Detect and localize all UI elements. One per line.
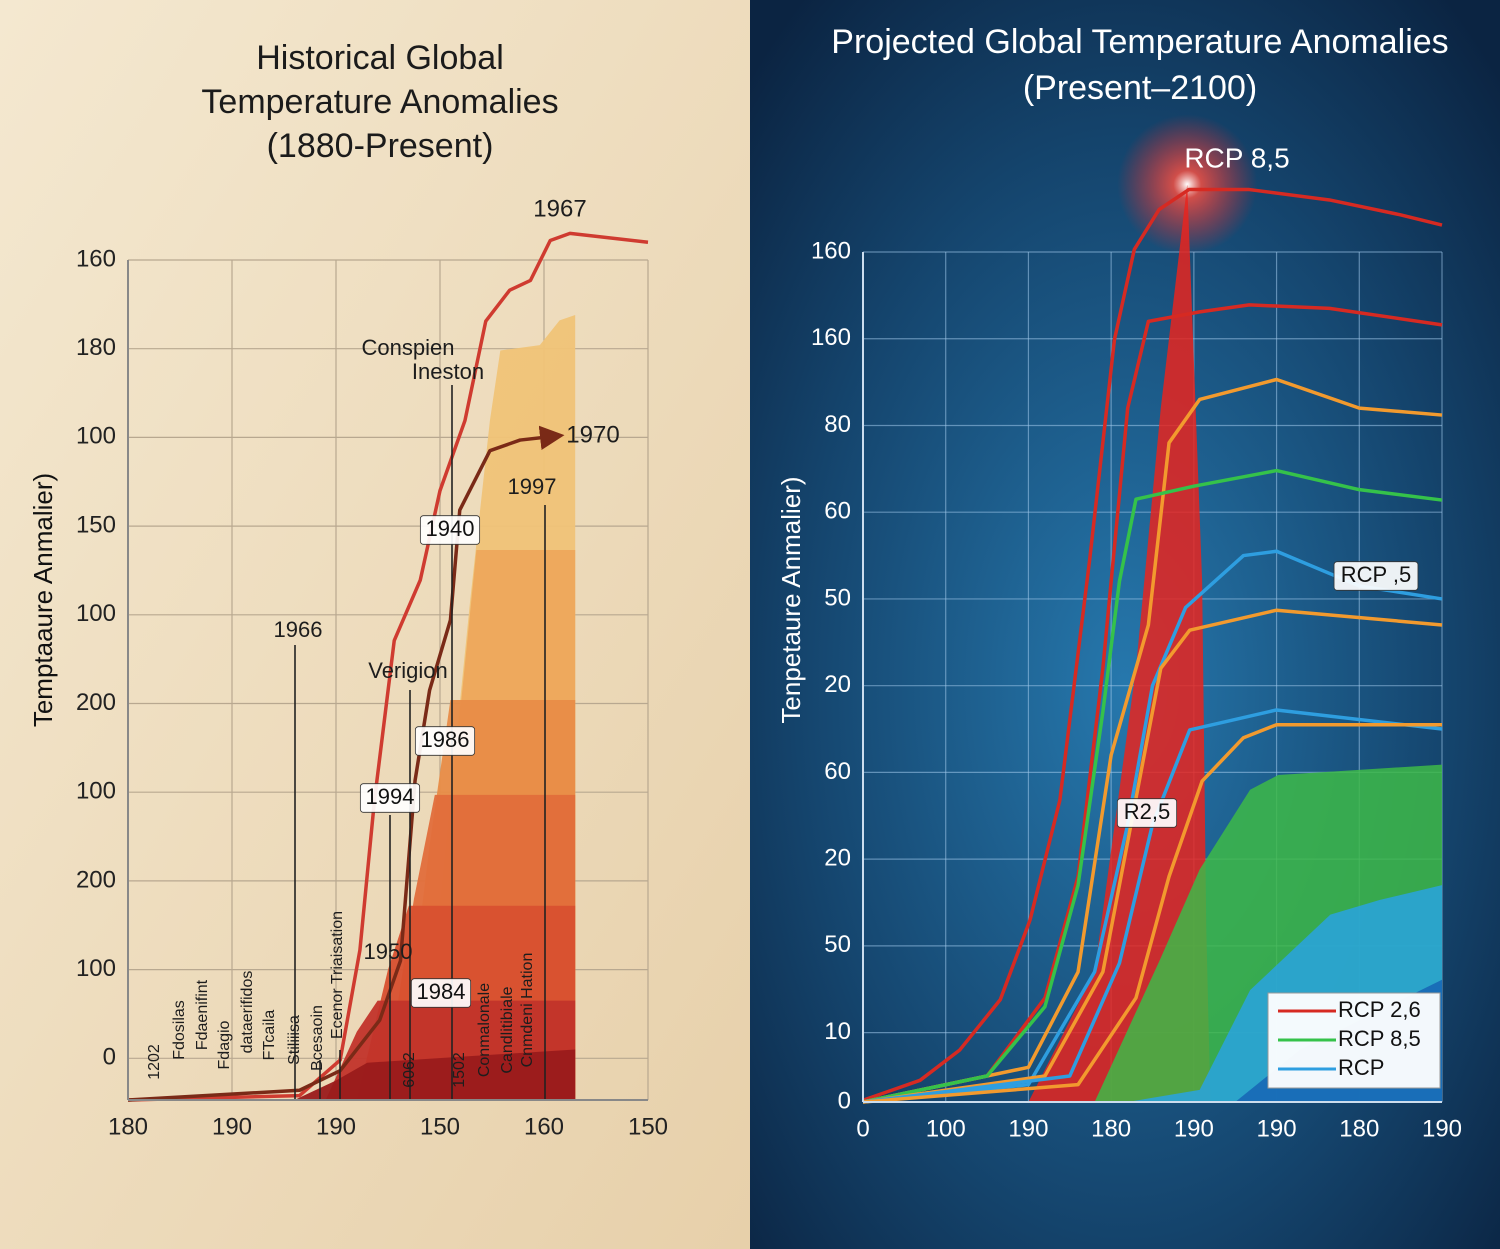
y-tick-label: 150: [76, 511, 116, 538]
y-axis-label: Temptaaure Anmalier): [28, 473, 58, 727]
annotation-box: [410, 978, 472, 1008]
x-tick-label: 150: [628, 1113, 668, 1140]
y-tick-label: 50: [824, 584, 851, 611]
annotation: 1994: [366, 784, 415, 809]
annotation-box: [359, 783, 421, 813]
x-tick-label: 190: [212, 1113, 252, 1140]
y-tick-label: 100: [76, 778, 116, 805]
x-tick-label: 190: [1422, 1115, 1462, 1142]
annotation: 1966: [274, 617, 323, 642]
x-tick-label: 160: [524, 1113, 564, 1140]
y-tick-label: 200: [76, 866, 116, 893]
annotation: 6062: [401, 1052, 418, 1088]
annotation: Fdaenifint: [194, 979, 211, 1050]
annotation: Ecenor Triaisation: [329, 911, 346, 1039]
x-tick-label: 0: [856, 1115, 869, 1142]
y-tick-label: 160: [76, 245, 116, 272]
line: [862, 187, 1443, 1102]
line: [862, 608, 1443, 1104]
chart-title: Historical Global: [256, 39, 504, 77]
annotation-box: [414, 726, 476, 756]
annotation: Ineston: [412, 359, 484, 384]
legend-label: RCP: [1338, 1055, 1384, 1080]
y-tick-label: 0: [838, 1087, 851, 1114]
x-tick-label: 180: [1339, 1115, 1379, 1142]
chart-title: (Present–2100): [1023, 69, 1257, 107]
annotation: FTcaila: [261, 1010, 278, 1061]
x-tick-label: 180: [108, 1113, 148, 1140]
y-tick-label: 20: [824, 844, 851, 871]
y-tick-label: 60: [824, 758, 851, 785]
chart-title: Temperature Anomalies: [201, 83, 558, 121]
legend-label: RCP 8,5: [1338, 1026, 1421, 1051]
chart-title: (1880-Present): [267, 127, 494, 165]
y-tick-label: 200: [76, 689, 116, 716]
annotation: 1202: [146, 1044, 163, 1080]
y-tick-label: 20: [824, 671, 851, 698]
y-tick-label: 60: [824, 498, 851, 525]
y-tick-label: 100: [76, 600, 116, 627]
annotation: Fdosilas: [171, 1000, 188, 1060]
annotation: 1970: [566, 421, 619, 448]
annotation: Conmalonale: [476, 983, 493, 1077]
area: [1028, 184, 1211, 1103]
annotation: 1997: [508, 474, 557, 499]
y-tick-label: 160: [811, 324, 851, 351]
y-tick-label: 50: [824, 931, 851, 958]
annotation: R2,5: [1124, 799, 1170, 824]
y-tick-label: 180: [76, 334, 116, 361]
annotation: 1986: [421, 727, 470, 752]
y-tick-label: 10: [824, 1018, 851, 1045]
x-tick-label: 100: [926, 1115, 966, 1142]
x-tick-label: 190: [1174, 1115, 1214, 1142]
annotation: Fdagio: [216, 1020, 233, 1069]
annotation: Stiliiisa: [286, 1015, 303, 1065]
annotation: Candlitibiale: [499, 986, 516, 1073]
annotation: 1967: [533, 195, 586, 222]
line: [862, 549, 1443, 1104]
annotation-box: [419, 515, 481, 545]
annotation: Cnmdeni Hation: [519, 953, 536, 1068]
annotation: 1984: [417, 979, 466, 1004]
annotation-box: [1116, 798, 1178, 828]
annotation: Conspien: [362, 335, 455, 360]
y-tick-label: 0: [103, 1044, 116, 1071]
annotation: Verigion: [368, 658, 448, 683]
line: [127, 231, 649, 1102]
x-tick-label: 180: [1091, 1115, 1131, 1142]
historical-chart: Historical Global Temperature Anomalies (1…: [28, 39, 668, 1140]
x-tick-label: 150: [420, 1113, 460, 1140]
y-tick-label: 100: [76, 423, 116, 450]
annotation: RCP 8,5: [1184, 142, 1289, 173]
area: [294, 1049, 576, 1100]
y-tick-label: 100: [76, 955, 116, 982]
annotation: Bcesaoin: [309, 1005, 326, 1071]
annotation: 1502: [451, 1052, 468, 1088]
annotation: 1950: [364, 939, 413, 964]
x-tick-label: 190: [316, 1113, 356, 1140]
y-tick-label: 80: [824, 411, 851, 438]
line: [862, 377, 1443, 1104]
y-axis-label: Tenpetaure Anmalier): [776, 476, 806, 723]
annotation: RCP ,5: [1341, 562, 1412, 587]
line: [862, 722, 1442, 1104]
line: [862, 468, 1443, 1104]
x-tick-label: 190: [1008, 1115, 1048, 1142]
x-tick-label: 190: [1257, 1115, 1297, 1142]
annotation: dataerifidos: [239, 971, 256, 1054]
legend-label: RCP 2,6: [1338, 997, 1421, 1022]
chart-title: Projected Global Temperature Anomalies: [831, 23, 1448, 61]
annotation: 1940: [426, 516, 475, 541]
y-tick-label: 160: [811, 237, 851, 264]
line: [862, 303, 1443, 1104]
projected-chart: Projected Global Temperature Anomalies (P…: [776, 23, 1462, 1142]
annotation-box: [1333, 561, 1419, 591]
